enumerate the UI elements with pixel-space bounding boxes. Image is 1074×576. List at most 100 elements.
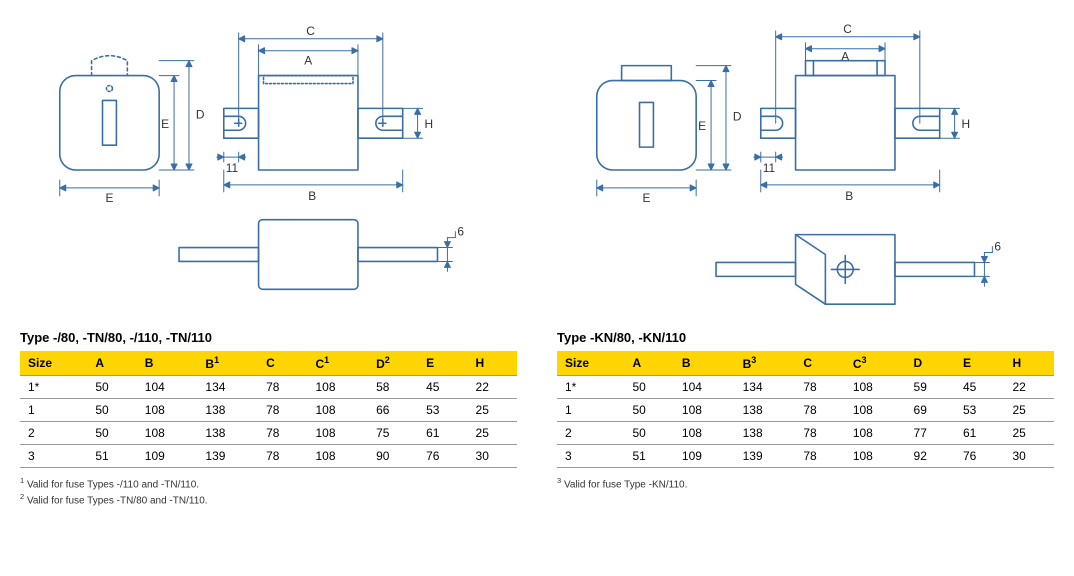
table-cell: 2 — [557, 422, 624, 445]
table-cell: 108 — [307, 376, 368, 399]
table-cell: 108 — [845, 445, 906, 468]
table-cell: 3 — [20, 445, 87, 468]
table-header-cell: B1 — [197, 351, 258, 376]
dim-H-label: H — [962, 117, 971, 131]
table-header-cell: E — [418, 351, 467, 376]
table-cell: 78 — [258, 445, 307, 468]
table-header-cell: H — [1004, 351, 1054, 376]
table-cell: 138 — [735, 422, 796, 445]
table-cell: 61 — [955, 422, 1004, 445]
right-footnotes: 3 Valid for fuse Type -KN/110. — [557, 476, 1054, 490]
table-header-cell: Size — [557, 351, 624, 376]
table-cell: 30 — [1004, 445, 1054, 468]
table-cell: 78 — [258, 422, 307, 445]
table-cell: 108 — [674, 422, 735, 445]
table-cell: 53 — [955, 399, 1004, 422]
end-view — [60, 56, 194, 196]
table-cell: 108 — [307, 422, 368, 445]
table-row: 1*5010413478108594522 — [557, 376, 1054, 399]
dim-B-label: B — [845, 189, 853, 203]
table-cell: 78 — [258, 399, 307, 422]
table-cell: 2 — [20, 422, 87, 445]
table-header-cell: D2 — [368, 351, 418, 376]
right-diagram: E D E A C 11 H B 6 — [557, 20, 1054, 320]
table-cell: 51 — [87, 445, 136, 468]
table-cell: 61 — [418, 422, 467, 445]
table-header-cell: Size — [20, 351, 87, 376]
table-row: 15010813878108695325 — [557, 399, 1054, 422]
table-cell: 90 — [368, 445, 418, 468]
table-cell: 108 — [137, 399, 198, 422]
table-header-cell: B — [137, 351, 198, 376]
table-header-cell: H — [468, 351, 517, 376]
table-cell: 109 — [674, 445, 735, 468]
table-cell: 25 — [468, 422, 517, 445]
table-cell: 108 — [845, 399, 906, 422]
table-cell: 76 — [418, 445, 467, 468]
dim-11-label: 11 — [763, 161, 776, 175]
table-cell: 109 — [137, 445, 198, 468]
table-cell: 1* — [20, 376, 87, 399]
dim-E2-label: E — [161, 117, 169, 131]
left-title: Type -/80, -TN/80, -/110, -TN/110 — [20, 330, 517, 345]
table-row: 1*5010413478108584522 — [20, 376, 517, 399]
footnote: 1 Valid for fuse Types -/110 and -TN/110… — [20, 476, 517, 490]
table-header-cell: C — [258, 351, 307, 376]
table-header-cell: C1 — [307, 351, 368, 376]
table-cell: 50 — [624, 376, 673, 399]
table-cell: 22 — [468, 376, 517, 399]
table-cell: 59 — [906, 376, 955, 399]
dim-B-label: B — [308, 189, 316, 203]
dim-A-label: A — [304, 54, 312, 68]
table-cell: 78 — [795, 445, 844, 468]
table-cell: 78 — [795, 399, 844, 422]
table-header-cell: A — [624, 351, 673, 376]
end-view — [597, 66, 731, 196]
table-cell: 1 — [20, 399, 87, 422]
table-cell: 50 — [624, 399, 673, 422]
plan-view — [179, 220, 455, 290]
left-diagram: E D E A C 11 H B 6 — [20, 20, 517, 320]
table-header-cell: A — [87, 351, 136, 376]
right-table: SizeABB3CC3DEH 1*50104134781085945221501… — [557, 351, 1054, 468]
table-cell: 108 — [307, 399, 368, 422]
table-header-cell: B3 — [735, 351, 796, 376]
table-cell: 138 — [197, 399, 258, 422]
table-cell: 50 — [624, 422, 673, 445]
table-cell: 25 — [468, 399, 517, 422]
table-header-cell: B — [674, 351, 735, 376]
table-cell: 108 — [845, 422, 906, 445]
table-cell: 30 — [468, 445, 517, 468]
table-cell: 108 — [674, 399, 735, 422]
dim-11-label: 11 — [226, 161, 239, 175]
table-cell: 51 — [624, 445, 673, 468]
table-cell: 50 — [87, 422, 136, 445]
right-column: E D E A C 11 H B 6 Type -KN/80, -KN/110 … — [557, 20, 1054, 507]
table-cell: 69 — [906, 399, 955, 422]
table-header-cell: C3 — [845, 351, 906, 376]
table-cell: 1* — [557, 376, 624, 399]
table-cell: 75 — [368, 422, 418, 445]
table-cell: 104 — [137, 376, 198, 399]
table-cell: 50 — [87, 376, 136, 399]
page: E D E A C 11 H B 6 Type -/80, -TN/80, -/… — [20, 20, 1054, 507]
table-row: 35110913978108907630 — [20, 445, 517, 468]
dim-6-label: 6 — [994, 240, 1001, 254]
table-cell: 139 — [197, 445, 258, 468]
left-footnotes: 1 Valid for fuse Types -/110 and -TN/110… — [20, 476, 517, 507]
dim-E-label: E — [105, 191, 113, 205]
table-cell: 138 — [197, 422, 258, 445]
right-title: Type -KN/80, -KN/110 — [557, 330, 1054, 345]
table-cell: 108 — [307, 445, 368, 468]
table-cell: 134 — [735, 376, 796, 399]
table-header-cell: E — [955, 351, 1004, 376]
table-cell: 45 — [955, 376, 1004, 399]
table-header-row: SizeABB3CC3DEH — [557, 351, 1054, 376]
table-cell: 1 — [557, 399, 624, 422]
footnote: 3 Valid for fuse Type -KN/110. — [557, 476, 1054, 490]
table-row: 35110913978108927630 — [557, 445, 1054, 468]
table-cell: 78 — [795, 376, 844, 399]
side-view — [754, 31, 960, 192]
dim-D-label: D — [196, 107, 205, 121]
table-cell: 45 — [418, 376, 467, 399]
